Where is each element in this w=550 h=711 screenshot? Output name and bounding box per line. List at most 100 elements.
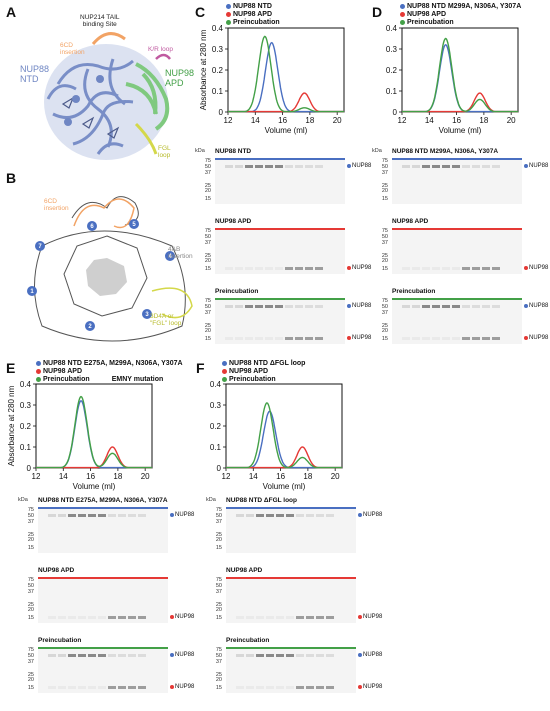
- gel-band: [305, 337, 313, 340]
- gel-image: [215, 158, 345, 204]
- band-label: NUP98: [347, 265, 371, 271]
- band-name: NUP88: [529, 303, 549, 310]
- gel-condition-bar: [38, 507, 168, 509]
- gel-band: [58, 686, 66, 689]
- gel-band: [432, 165, 440, 168]
- gel-band: [492, 165, 500, 168]
- gel-band: [88, 654, 96, 657]
- mw-marker: 25: [215, 531, 222, 538]
- mw-marker: 20: [27, 677, 34, 684]
- gel-band: [462, 337, 470, 340]
- mw-marker: 20: [215, 677, 222, 684]
- x-tick-label: 18: [479, 116, 488, 125]
- mw-marker: 50: [215, 653, 222, 660]
- gel-band: [256, 654, 264, 657]
- gel-band: [245, 337, 253, 340]
- gel-condition-bar: [392, 228, 522, 230]
- gel-band: [88, 514, 96, 517]
- mw-marker: 75: [381, 157, 388, 164]
- chromatogram-c: 12 14 16 18 20 0 0.1 0.2 0.3 0.4 Volume (ml) Absorb…: [199, 24, 345, 135]
- gel-band: [58, 654, 66, 657]
- gel-title: Preincubation: [392, 288, 436, 295]
- x-tick-label: 20: [507, 116, 516, 125]
- gel-band: [48, 654, 56, 657]
- y-tick-label: 0.2: [210, 422, 222, 431]
- x-tick-label: 16: [452, 116, 461, 125]
- mw-marker: 37: [27, 659, 34, 666]
- label-nup214-tail: NUP214 TAIL binding Site: [80, 14, 120, 28]
- gel-band: [266, 686, 274, 689]
- mw-marker: 75: [27, 506, 34, 513]
- y-tick-label: 0.3: [210, 401, 222, 410]
- panel-letter-f: F: [196, 360, 205, 376]
- y-tick-label: 0.3: [212, 45, 224, 54]
- legend-dot: [36, 376, 41, 382]
- gel-band: [225, 305, 233, 308]
- x-axis-label: Volume (ml): [439, 126, 482, 135]
- gel-band: [422, 337, 430, 340]
- y-tick-label: 0.1: [20, 443, 32, 452]
- gel-band: [306, 514, 314, 517]
- gel-band: [265, 267, 273, 270]
- label-kr-loop: K/R loop: [148, 46, 173, 53]
- x-tick-label: 12: [398, 116, 407, 125]
- series-line: [402, 92, 518, 113]
- gel-band: [412, 165, 420, 168]
- blade-4: 4: [168, 254, 172, 260]
- gel-band: [472, 165, 480, 168]
- gel-condition-bar: [226, 647, 356, 649]
- mw-marker: 15: [215, 615, 222, 622]
- band-name: NUP88: [363, 652, 383, 659]
- y-tick-label: 0: [393, 108, 398, 117]
- gel-band: [246, 616, 254, 619]
- gel-band: [326, 616, 334, 619]
- gel-band: [236, 654, 244, 657]
- gel-band: [412, 337, 420, 340]
- y-tick-label: 0.2: [212, 66, 224, 75]
- chromatogram-f: 12 14 16 18 20 0 0.1 0.2 0.3 0.4 Volume (ml): [210, 380, 343, 491]
- gel-band: [108, 616, 116, 619]
- band-label: NUP98: [524, 265, 548, 271]
- legend-label: NUP88 NTD ΔFGL loop: [229, 360, 306, 367]
- gel-band: [442, 305, 450, 308]
- gel-band: [442, 337, 450, 340]
- mw-marker: 20: [204, 258, 211, 265]
- gel-band: [305, 305, 313, 308]
- legend-item: Preincubation EMNY mutation: [36, 376, 183, 384]
- gel-title: Preincubation: [38, 637, 82, 644]
- legend-label: NUP98 APD: [43, 368, 83, 375]
- mw-marker: 50: [204, 304, 211, 311]
- y-tick-label: 0.4: [386, 24, 398, 33]
- mw-marker: 15: [381, 336, 388, 343]
- gel-band: [235, 337, 243, 340]
- blade-5: 5: [132, 222, 136, 228]
- mw-marker: 20: [381, 328, 388, 335]
- gel-band: [285, 305, 293, 308]
- plot-frame: [225, 383, 343, 469]
- label-nup88-ntd: NUP88 NTD: [20, 64, 50, 84]
- mw-marker: 37: [381, 310, 388, 317]
- mw-marker: 37: [204, 170, 211, 177]
- legend-label: Preincubation: [233, 19, 280, 26]
- band-dot: [524, 303, 528, 308]
- gel-band: [432, 337, 440, 340]
- gel-band: [225, 165, 233, 168]
- band-name: NUP98: [352, 265, 372, 272]
- gel-image: [226, 577, 356, 623]
- gel-band: [442, 165, 450, 168]
- x-axis-label: Volume (ml): [263, 482, 306, 491]
- mw-marker: 37: [27, 589, 34, 596]
- gel-band: [276, 686, 284, 689]
- band-dot: [524, 335, 528, 340]
- band-label: NUP98: [347, 335, 371, 341]
- mw-marker: 50: [204, 164, 211, 171]
- gel-band: [492, 267, 500, 270]
- x-tick-label: 16: [86, 472, 95, 481]
- band-name: NUP98: [175, 614, 195, 621]
- legend-e: NUP88 NTD E275A, M299A, N306A, Y307A NUP…: [36, 360, 183, 384]
- y-tick-label: 0: [27, 464, 32, 473]
- gel-band: [138, 686, 146, 689]
- band-label: NUP98: [358, 684, 382, 690]
- legend-item: Preincubation: [226, 19, 280, 27]
- mw-marker: 75: [215, 576, 222, 583]
